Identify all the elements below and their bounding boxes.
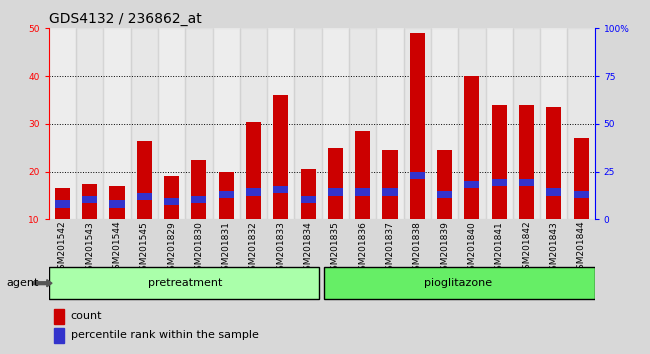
Bar — [328, 188, 343, 195]
Text: GDS4132 / 236862_at: GDS4132 / 236862_at — [49, 12, 202, 26]
Bar — [267, 28, 294, 219]
Bar — [185, 28, 213, 219]
Bar — [382, 150, 398, 219]
Bar — [294, 28, 322, 219]
Bar — [103, 28, 131, 219]
Bar — [464, 181, 480, 188]
Bar — [76, 28, 103, 219]
Bar — [404, 28, 431, 219]
Bar — [328, 148, 343, 219]
Bar — [55, 188, 70, 219]
Text: agent: agent — [6, 278, 39, 288]
Bar — [355, 131, 370, 219]
Bar — [410, 172, 425, 179]
Bar — [513, 28, 540, 219]
Bar — [376, 28, 404, 219]
Bar — [382, 188, 398, 195]
Bar — [573, 138, 589, 219]
Bar — [437, 191, 452, 198]
Bar — [546, 107, 562, 219]
Bar — [82, 195, 98, 203]
FancyBboxPatch shape — [324, 267, 595, 299]
Bar — [349, 28, 376, 219]
Bar — [486, 28, 513, 219]
Bar — [273, 95, 289, 219]
Bar — [273, 186, 289, 193]
Bar — [573, 191, 589, 198]
Bar — [300, 195, 316, 203]
Bar — [410, 33, 425, 219]
Bar — [191, 160, 207, 219]
Bar — [458, 28, 486, 219]
Bar — [567, 28, 595, 219]
Bar — [49, 28, 76, 219]
Bar — [246, 121, 261, 219]
Bar — [82, 184, 98, 219]
Bar — [54, 309, 64, 324]
Bar — [355, 188, 370, 195]
Bar — [431, 28, 458, 219]
Text: pretreatment: pretreatment — [148, 278, 222, 288]
Bar — [213, 28, 240, 219]
Bar — [164, 176, 179, 219]
Bar — [519, 179, 534, 186]
Bar — [191, 195, 207, 203]
Bar — [300, 169, 316, 219]
Bar — [218, 172, 234, 219]
Bar — [540, 28, 567, 219]
Text: count: count — [71, 311, 102, 321]
Bar — [546, 188, 562, 195]
Bar — [136, 141, 152, 219]
Text: percentile rank within the sample: percentile rank within the sample — [71, 330, 259, 341]
Bar — [109, 186, 125, 219]
Bar — [109, 200, 125, 207]
Bar — [519, 105, 534, 219]
Bar — [491, 179, 507, 186]
Text: pioglitazone: pioglitazone — [424, 278, 492, 288]
Bar — [218, 191, 234, 198]
Bar — [437, 150, 452, 219]
FancyBboxPatch shape — [49, 267, 319, 299]
Bar — [164, 198, 179, 205]
Bar — [55, 200, 70, 207]
Bar — [246, 188, 261, 195]
Bar — [491, 105, 507, 219]
Bar — [322, 28, 349, 219]
Bar — [464, 76, 480, 219]
Bar — [54, 328, 64, 343]
Bar — [158, 28, 185, 219]
Bar — [136, 193, 152, 200]
Bar — [131, 28, 158, 219]
Bar — [240, 28, 267, 219]
